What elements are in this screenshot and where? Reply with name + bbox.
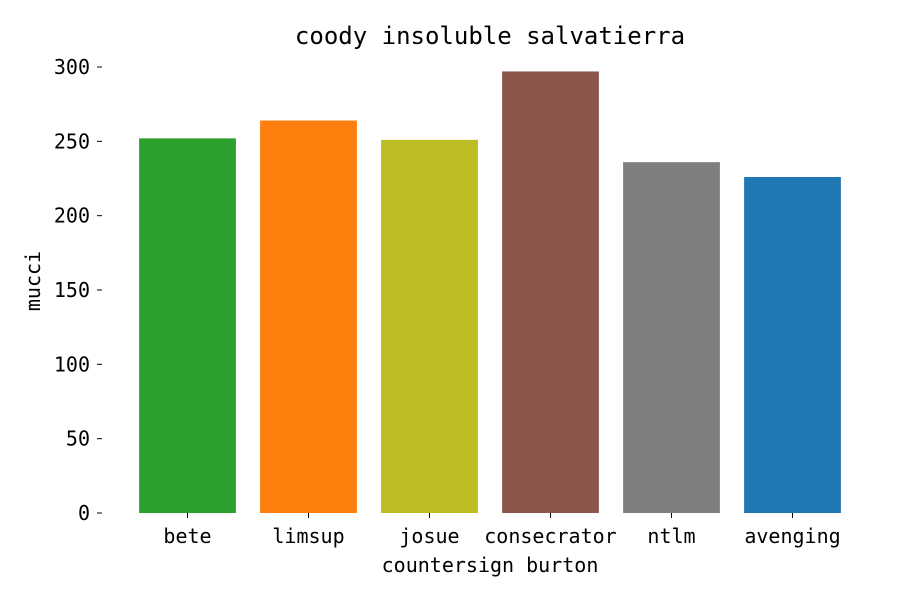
y-tick-label: 200	[54, 204, 90, 228]
bar-avenging	[744, 177, 841, 513]
x-tick-label: consecrator	[484, 524, 616, 548]
y-tick-label: 100	[54, 352, 90, 376]
chart-title: coody insoluble salvatierra	[295, 22, 685, 50]
y-tick-label: 300	[54, 55, 90, 79]
bar-josue	[381, 139, 478, 513]
x-tick-label: ntlm	[647, 524, 695, 548]
bar-consecrator	[502, 71, 599, 514]
x-tick-label: avenging	[744, 524, 840, 548]
plot-area	[139, 71, 841, 514]
x-axis-label: countersign burton	[382, 553, 599, 577]
bar-limsup	[260, 120, 357, 514]
x-tick-label: josue	[399, 524, 459, 548]
x-axis: bete limsup josue consecrator ntlm avenging	[163, 513, 841, 548]
x-tick-label: limsup	[272, 524, 344, 548]
y-tick-label: 0	[78, 501, 90, 525]
bar-ntlm	[623, 162, 720, 513]
y-tick-label: 50	[66, 427, 90, 451]
y-tick-label: 250	[54, 129, 90, 153]
y-tick-label: 150	[54, 278, 90, 302]
bar-bete	[139, 138, 236, 514]
y-axis-label: mucci	[21, 251, 45, 311]
x-tick-label: bete	[163, 524, 211, 548]
y-axis: 0 50 100 150 200 250 300	[54, 55, 102, 525]
